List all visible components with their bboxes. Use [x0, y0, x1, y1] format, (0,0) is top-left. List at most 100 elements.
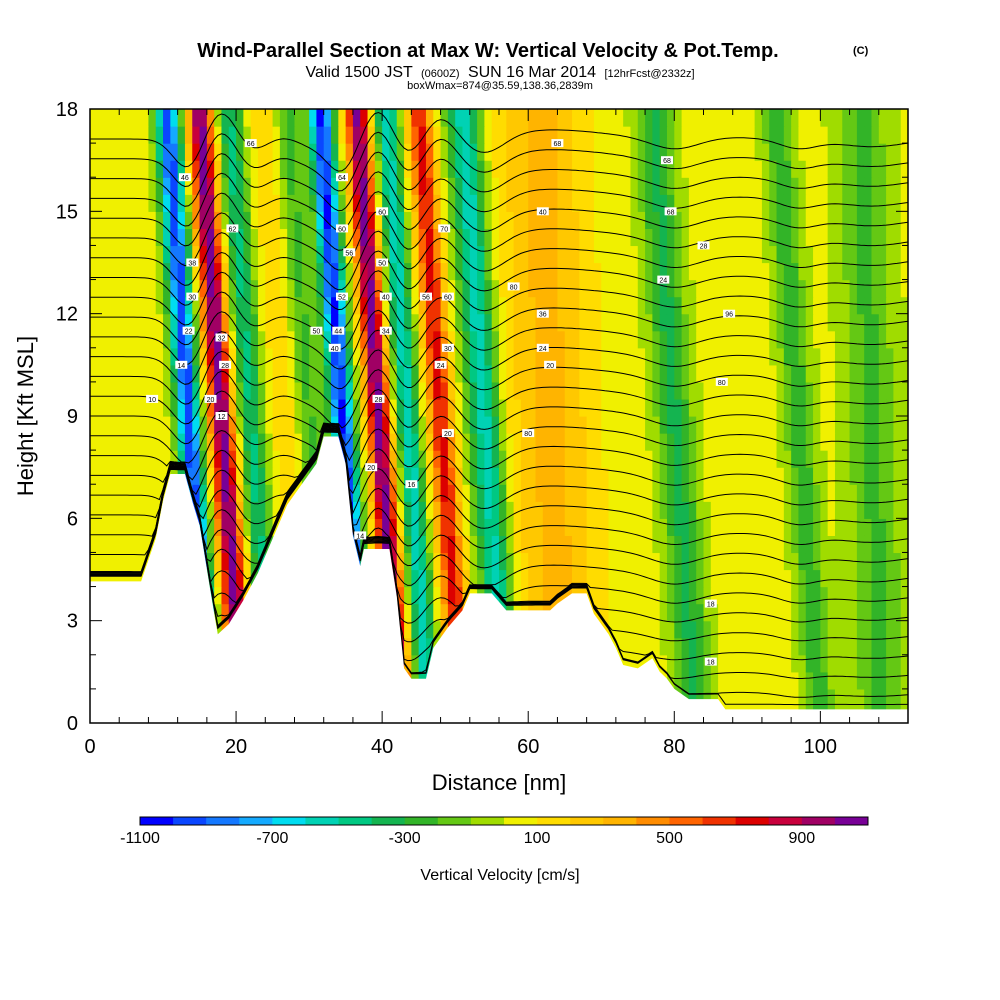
velocity-cell — [455, 211, 464, 229]
velocity-cell — [170, 381, 179, 400]
velocity-cell — [309, 109, 318, 127]
velocity-cell — [389, 484, 398, 502]
velocity-cell — [148, 262, 157, 281]
velocity-cell — [608, 467, 617, 485]
velocity-cell — [294, 143, 303, 161]
svg-text:14: 14 — [177, 363, 185, 370]
velocity-cell — [440, 245, 449, 264]
velocity-cell — [338, 109, 347, 127]
velocity-cell — [250, 177, 259, 195]
velocity-cell — [199, 501, 208, 519]
velocity-cell — [769, 586, 778, 605]
contour-label: 70 — [438, 224, 451, 233]
velocity-cell — [382, 109, 391, 127]
velocity-cell — [272, 484, 281, 502]
velocity-cell — [506, 177, 515, 195]
velocity-cell — [477, 552, 485, 571]
velocity-cell — [732, 177, 741, 195]
velocity-cell — [367, 143, 376, 161]
velocity-cell — [769, 484, 778, 502]
velocity-cell — [520, 484, 529, 502]
velocity-cell — [871, 586, 880, 605]
svg-text:38: 38 — [188, 261, 196, 268]
velocity-cell — [477, 364, 485, 383]
velocity-cell — [214, 262, 223, 281]
velocity-cell — [798, 313, 807, 332]
velocity-cell — [462, 160, 471, 178]
velocity-cell — [352, 518, 361, 536]
velocity-cell — [97, 518, 106, 536]
velocity-cell — [382, 177, 391, 195]
velocity-cell — [608, 262, 617, 281]
velocity-cell — [236, 433, 244, 451]
velocity-cell — [564, 569, 573, 588]
velocity-cell — [243, 552, 252, 571]
velocity-cell — [382, 313, 391, 332]
velocity-cell — [455, 313, 464, 332]
velocity-cell — [294, 245, 303, 264]
velocity-cell — [418, 262, 427, 281]
velocity-cell — [148, 518, 157, 536]
velocity-cell — [389, 126, 398, 144]
velocity-cell — [681, 126, 690, 144]
velocity-cell — [309, 381, 318, 400]
velocity-cell — [864, 143, 873, 161]
velocity-cell — [469, 262, 478, 281]
velocity-cell — [352, 330, 361, 349]
velocity-cell — [798, 364, 807, 383]
velocity-cell — [637, 194, 646, 212]
velocity-cell — [272, 381, 281, 400]
velocity-cell — [637, 262, 646, 281]
velocity-cell — [155, 245, 164, 264]
velocity-cell — [111, 194, 120, 212]
velocity-cell — [418, 211, 427, 229]
velocity-cell — [842, 535, 851, 554]
velocity-cell — [608, 245, 617, 264]
velocity-cell — [725, 654, 734, 673]
velocity-cell — [374, 450, 383, 468]
velocity-cell — [564, 228, 573, 247]
velocity-cell — [440, 535, 449, 554]
velocity-cell — [177, 160, 186, 178]
velocity-cell — [718, 398, 727, 417]
velocity-cell — [791, 211, 800, 229]
velocity-cell — [688, 245, 697, 264]
velocity-cell — [769, 160, 778, 178]
velocity-cell — [740, 433, 748, 451]
velocity-cell — [674, 211, 683, 229]
velocity-cell — [148, 160, 157, 178]
isentrope-line — [90, 369, 908, 429]
velocity-cell — [579, 313, 588, 332]
velocity-cell — [681, 109, 690, 127]
velocity-cell — [652, 484, 661, 502]
velocity-cell — [484, 330, 493, 349]
velocity-cell — [126, 381, 135, 400]
velocity-cell — [433, 398, 442, 417]
velocity-cell — [294, 177, 303, 195]
velocity-cell — [645, 535, 653, 554]
velocity-cell — [710, 433, 719, 451]
velocity-cell — [433, 126, 442, 144]
velocity-cell — [104, 143, 113, 161]
velocity-cell — [513, 535, 522, 554]
velocity-cell — [477, 398, 485, 417]
velocity-cell — [119, 535, 128, 554]
velocity-cell — [236, 569, 244, 588]
velocity-cell — [615, 450, 624, 468]
svg-text:44: 44 — [334, 329, 342, 336]
velocity-cell — [404, 211, 412, 229]
svg-text:50: 50 — [378, 261, 386, 268]
velocity-cell — [798, 586, 807, 605]
velocity-cell — [842, 552, 851, 571]
velocity-cell — [236, 467, 244, 485]
velocity-cell — [652, 586, 661, 605]
velocity-cell — [367, 467, 376, 485]
velocity-cell — [374, 126, 383, 144]
velocity-cell — [97, 330, 106, 349]
velocity-cell — [791, 552, 800, 571]
velocity-cell — [90, 569, 98, 588]
velocity-cell — [257, 143, 266, 161]
velocity-cell — [776, 620, 785, 639]
velocity-cell — [696, 398, 705, 417]
velocity-cell — [615, 603, 624, 622]
